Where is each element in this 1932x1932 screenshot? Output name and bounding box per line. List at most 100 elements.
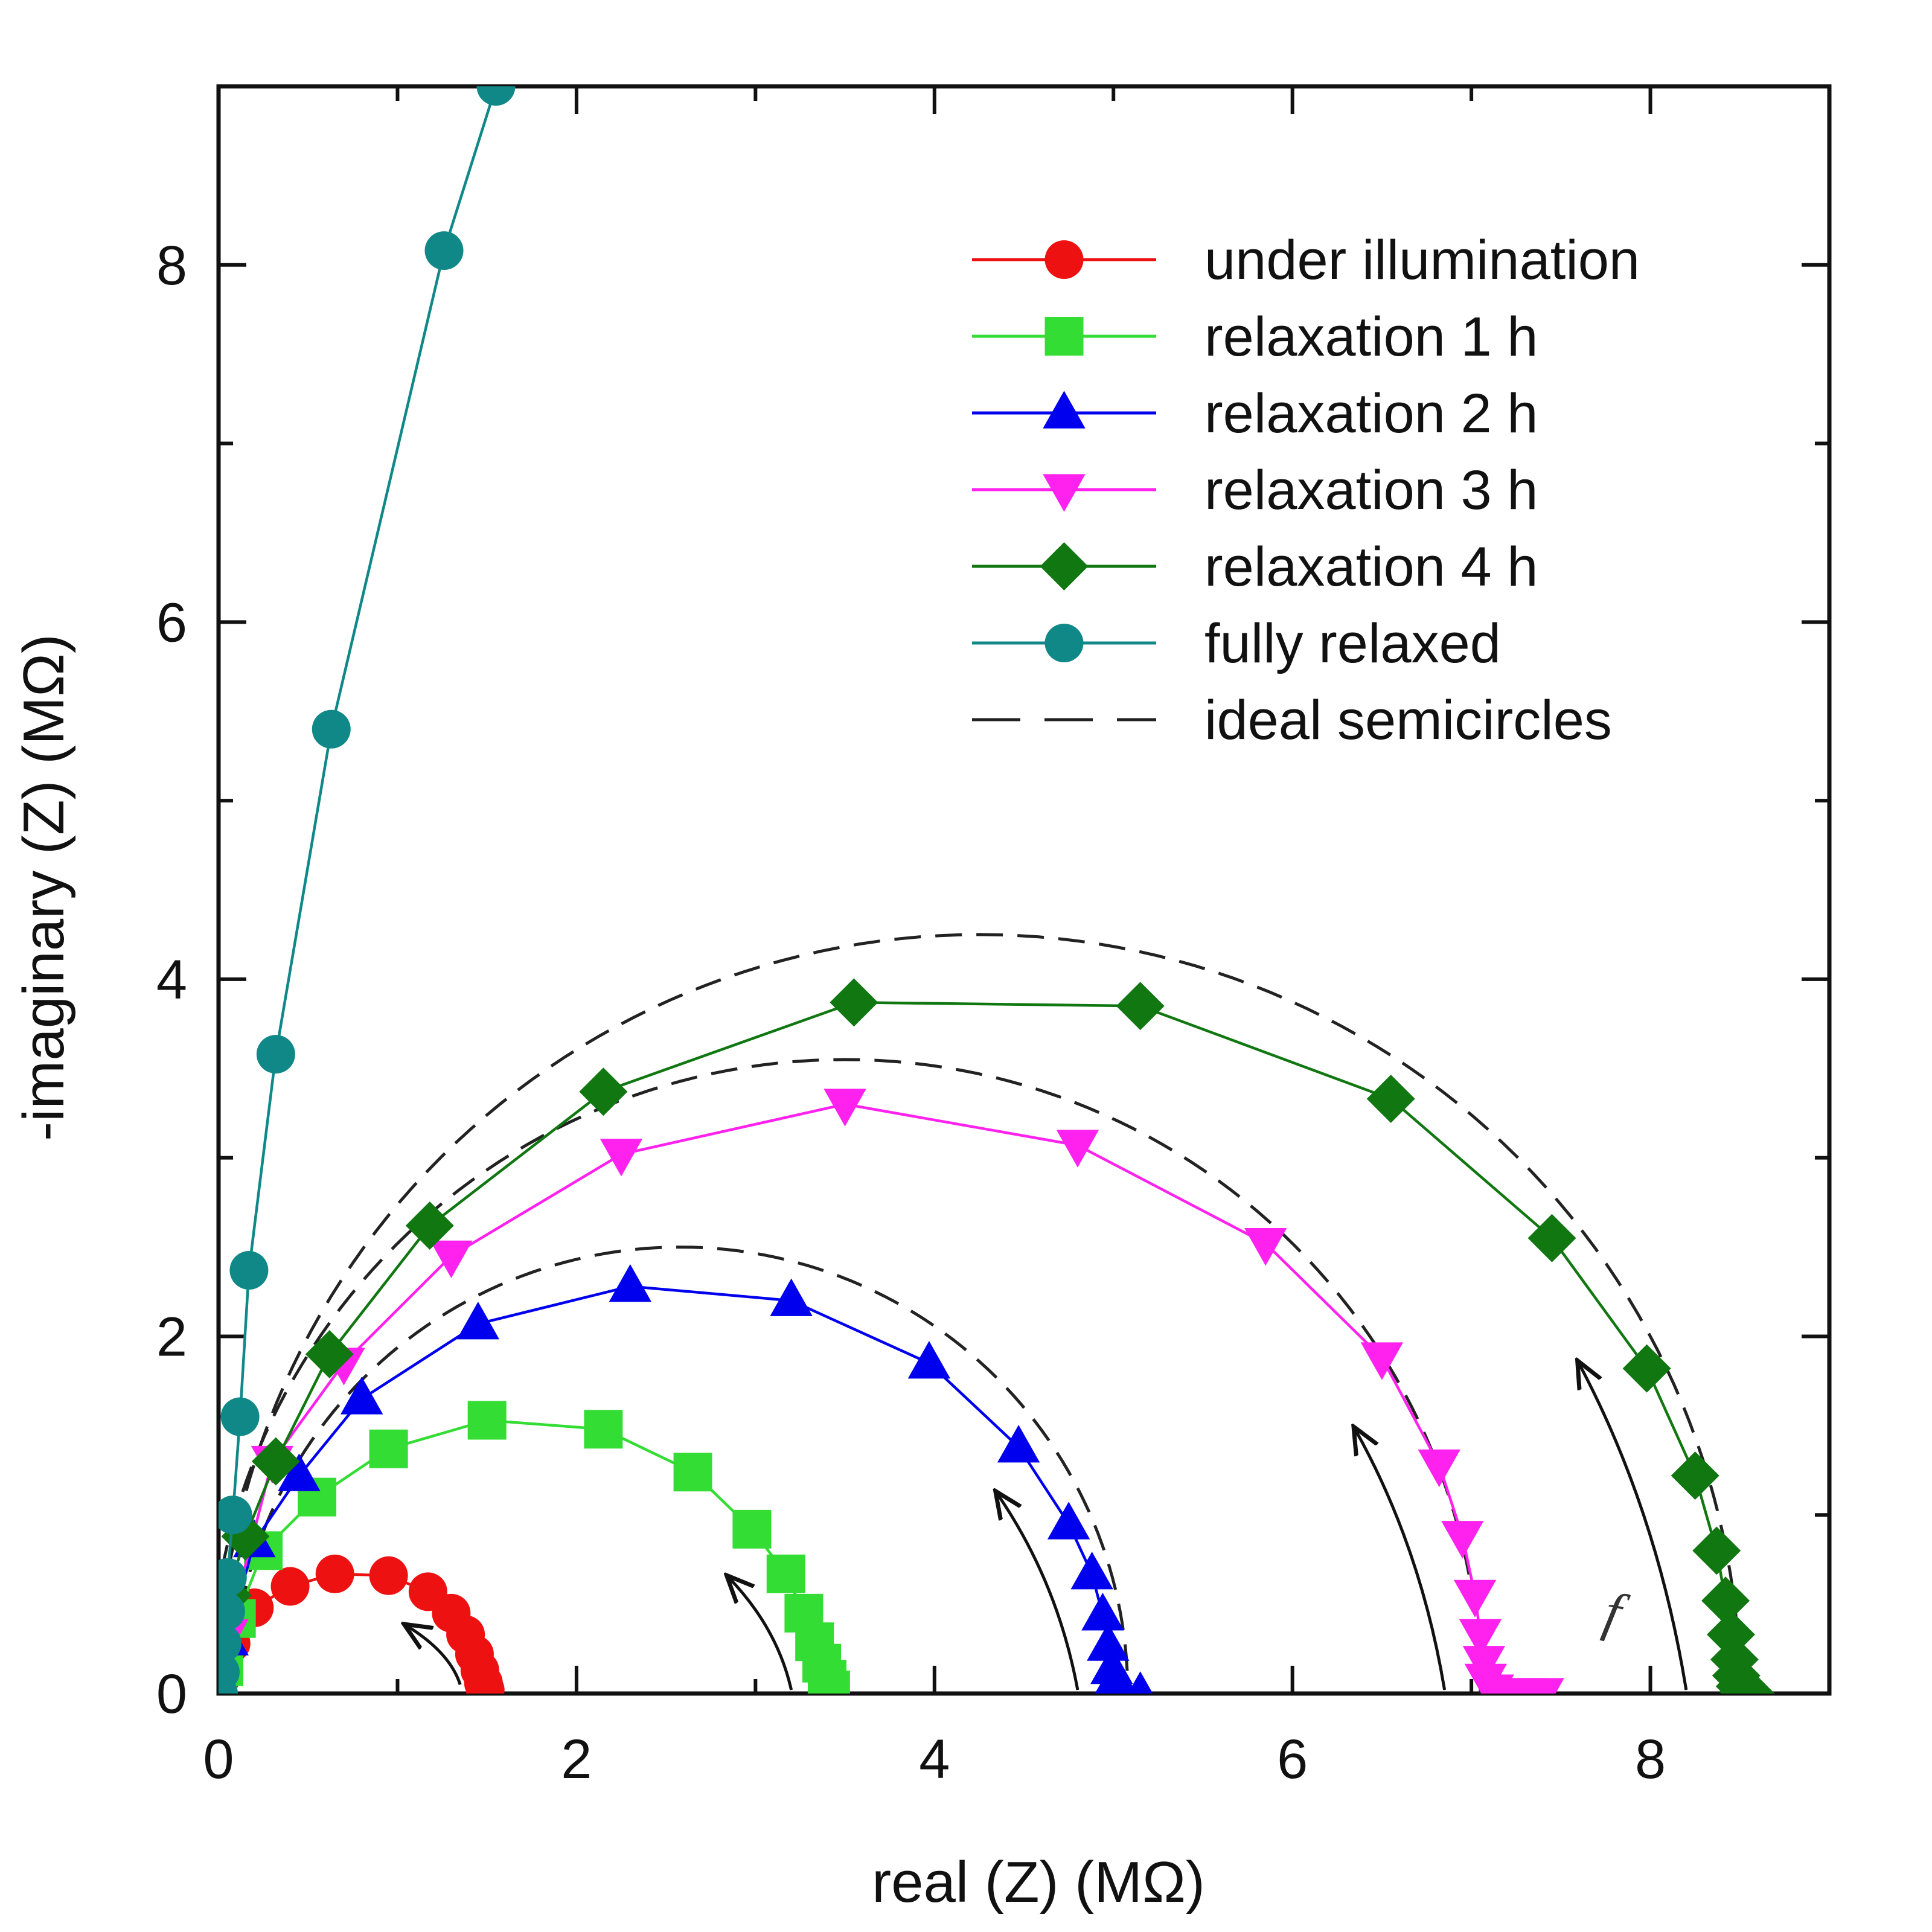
data-point-relaxation-2-h <box>609 1264 652 1302</box>
data-point-relaxation-3-h <box>430 1240 473 1279</box>
data-point-fully-relaxed <box>256 1035 295 1074</box>
ideal-semicircle <box>219 933 1742 1694</box>
ideal-semicircle <box>231 1246 1130 1694</box>
x-tick-label: 6 <box>1277 1729 1308 1790</box>
frequency-arrows <box>406 1363 1688 1690</box>
series-line-relaxation-1-h <box>222 1419 832 1690</box>
data-point-under-illumination <box>315 1554 354 1593</box>
x-axis-title: real (Z) (MΩ) <box>872 1850 1205 1914</box>
data-point-relaxation-4-h <box>579 1067 628 1116</box>
data-point-relaxation-2-h <box>456 1301 500 1340</box>
data-point-relaxation-4-h <box>1692 1526 1741 1575</box>
data-point-relaxation-3-h <box>1453 1579 1497 1618</box>
data-point-relaxation-2-h <box>770 1278 813 1316</box>
data-point-relaxation-4-h <box>1366 1075 1415 1124</box>
frequency-arrow <box>1355 1429 1447 1690</box>
legend: under illumination relaxation 1 h relaxati… <box>972 229 1640 751</box>
ideal-semicircle <box>219 1058 1482 1694</box>
data-point-relaxation-3-h <box>1459 1619 1502 1657</box>
data-point-relaxation-3-h <box>824 1089 866 1127</box>
legend-marker-under-illumination <box>1044 240 1084 279</box>
data-point-relaxation-1-h <box>369 1429 408 1468</box>
legend-marker-relaxation-2-h <box>1043 391 1086 429</box>
legend-marker-relaxation-1-h <box>1044 317 1084 356</box>
data-point-fully-relaxed <box>219 1558 247 1597</box>
data-point-relaxation-2-h <box>340 1377 383 1415</box>
data-point-fully-relaxed <box>219 1591 245 1631</box>
data-point-relaxation-3-h <box>1360 1342 1404 1380</box>
data-point-relaxation-2-h <box>1112 1671 1137 1694</box>
data-point-relaxation-3-h <box>1441 1521 1484 1559</box>
y-axis-title: -imaginary (Z) (MΩ) <box>11 634 76 1141</box>
data-point-relaxation-2-h <box>1070 1552 1113 1590</box>
data-point-relaxation-1-h <box>732 1509 772 1549</box>
data-point-under-illumination <box>465 1671 505 1694</box>
data-point-relaxation-3-h <box>1056 1130 1099 1168</box>
data-point-relaxation-1-h <box>766 1554 805 1593</box>
legend-marker-relaxation-3-h <box>1043 474 1086 512</box>
legend-label-relaxation-3-h: relaxation 3 h <box>1204 459 1538 521</box>
series-relaxation-4-h <box>219 978 1775 1694</box>
data-point-relaxation-4-h <box>1671 1451 1719 1500</box>
legend-label-ideal-semicircles: ideal semicircles <box>1204 689 1612 751</box>
legend-label-relaxation-2-h: relaxation 2 h <box>1204 383 1538 444</box>
data-point-relaxation-2-h <box>278 1453 321 1491</box>
y-tick-label: 0 <box>156 1663 187 1725</box>
y-tick-label: 8 <box>156 235 187 296</box>
legend-marker-relaxation-4-h <box>1040 542 1089 590</box>
legend-label-under-illumination: under illumination <box>1204 229 1640 291</box>
x-tick-label: 8 <box>1635 1729 1666 1790</box>
series-relaxation-3-h <box>219 1089 1564 1694</box>
data-point-fully-relaxed <box>219 1495 252 1535</box>
y-tick-label: 2 <box>156 1306 187 1367</box>
legend-label-relaxation-1-h: relaxation 1 h <box>1204 306 1538 368</box>
data-point-fully-relaxed <box>312 709 351 749</box>
data-point-relaxation-2-h <box>1081 1593 1124 1631</box>
series-line-relaxation-4-h <box>226 1001 1751 1694</box>
data-point-relaxation-1-h <box>584 1410 623 1449</box>
data-point-fully-relaxed <box>424 231 464 270</box>
data-point-relaxation-4-h <box>1116 982 1165 1031</box>
data-point-relaxation-1-h <box>811 1671 850 1694</box>
data-point-relaxation-2-h <box>907 1341 951 1379</box>
data-point-fully-relaxed <box>219 1624 242 1663</box>
data-point-relaxation-4-h <box>251 1437 300 1486</box>
data-point-relaxation-4-h <box>305 1330 354 1379</box>
data-point-relaxation-4-h <box>1726 1669 1775 1694</box>
frequency-label: f <box>1599 1580 1633 1645</box>
data-point-relaxation-3-h <box>1521 1678 1564 1694</box>
data-point-fully-relaxed <box>476 86 516 106</box>
axis-ticks: 0 2 4 6 8 0 2 4 6 8 <box>156 85 1831 1790</box>
data-point-relaxation-1-h <box>673 1453 712 1492</box>
data-point-relaxation-2-h <box>1087 1623 1130 1661</box>
data-point-relaxation-4-h <box>1527 1214 1576 1262</box>
data-series <box>219 86 1775 1694</box>
ideal-semicircles <box>219 933 1742 1694</box>
plot-frame <box>216 84 1832 1696</box>
legend-marker-fully-relaxed <box>1044 624 1084 662</box>
data-point-relaxation-4-h <box>1622 1344 1671 1393</box>
data-point-relaxation-3-h <box>600 1139 643 1177</box>
data-point-relaxation-4-h <box>405 1201 454 1250</box>
x-tick-label: 4 <box>919 1729 950 1790</box>
data-point-relaxation-3-h <box>1244 1228 1287 1266</box>
data-point-relaxation-2-h <box>1127 1671 1153 1694</box>
frequency-arrow <box>406 1626 462 1685</box>
series-relaxation-1-h <box>219 1401 850 1694</box>
data-point-relaxation-2-h <box>1047 1502 1090 1540</box>
frequency-arrow <box>1579 1363 1688 1690</box>
data-point-under-illumination <box>369 1556 408 1595</box>
legend-label-fully-relaxed: fully relaxed <box>1204 613 1501 674</box>
data-point-under-illumination <box>270 1567 310 1606</box>
data-point-relaxation-4-h <box>1701 1576 1750 1625</box>
y-tick-label: 4 <box>156 949 187 1011</box>
frequency-arrow <box>729 1578 793 1690</box>
x-tick-label: 0 <box>203 1729 234 1790</box>
data-point-fully-relaxed <box>229 1251 269 1290</box>
data-point-relaxation-1-h <box>467 1401 507 1440</box>
legend-label-relaxation-4-h: relaxation 4 h <box>1204 536 1538 598</box>
x-tick-label: 2 <box>561 1729 592 1790</box>
data-point-fully-relaxed <box>220 1397 260 1436</box>
data-point-relaxation-3-h <box>1418 1449 1460 1488</box>
